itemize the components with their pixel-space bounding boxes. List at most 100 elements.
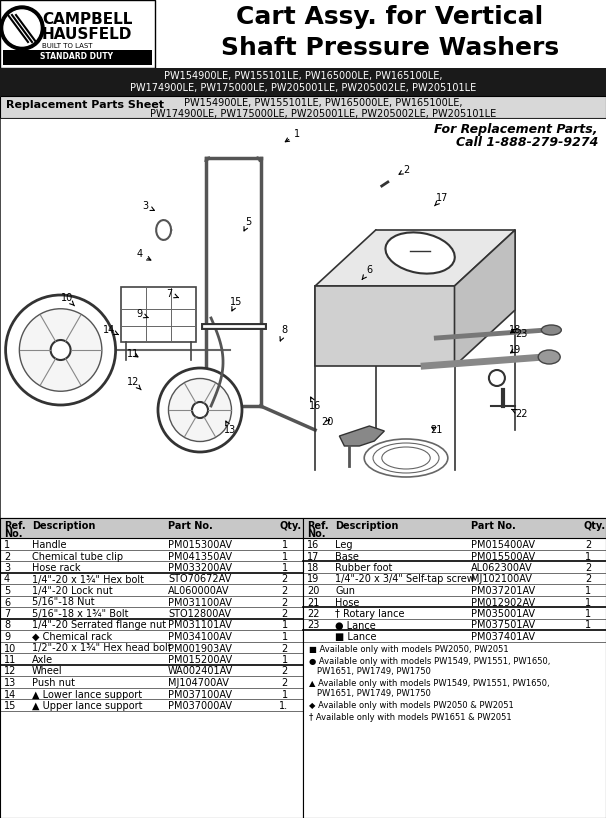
Text: 4: 4 [4,574,10,585]
Circle shape [19,308,102,391]
Text: 1: 1 [285,129,300,142]
Text: 12: 12 [4,667,16,676]
Text: STO70672AV: STO70672AV [168,574,231,585]
Text: 22: 22 [307,609,319,619]
Text: 11: 11 [4,655,16,665]
Polygon shape [339,426,384,446]
Text: Cart Assy. for Vertical: Cart Assy. for Vertical [236,5,544,29]
Text: 1: 1 [585,609,591,619]
Text: ■ Lance: ■ Lance [335,632,376,642]
Text: 1/4"-20 Serrated flange nut: 1/4"-20 Serrated flange nut [32,621,166,631]
Text: ▲ Lower lance support: ▲ Lower lance support [32,690,142,699]
Text: 18: 18 [509,325,521,335]
Text: 1.: 1. [279,701,288,711]
Bar [0,518,303,538]
Text: Leg: Leg [335,540,353,550]
Text: 16: 16 [309,397,321,411]
Text: 19: 19 [307,574,319,585]
Text: Rubber foot: Rubber foot [335,563,392,573]
Text: PW174900LE, PW175000LE, PW205001LE, PW205002LE, PW205101LE: PW174900LE, PW175000LE, PW205001LE, PW20… [130,83,476,93]
Text: PM015400AV: PM015400AV [471,540,535,550]
Circle shape [168,379,231,442]
Text: Description: Description [32,521,95,531]
Text: Chemical tube clip: Chemical tube clip [32,551,123,561]
Circle shape [0,6,44,50]
Circle shape [192,402,208,418]
Text: ◆ Available only with models PW2050 & PW2051: ◆ Available only with models PW2050 & PW… [309,702,514,711]
Text: No.: No. [4,529,22,539]
Text: ▲ Upper lance support: ▲ Upper lance support [32,701,142,711]
Text: Gun: Gun [335,586,355,596]
Bar [121,287,196,342]
Text: Call 1-888-279-9274: Call 1-888-279-9274 [456,136,598,149]
Text: 23: 23 [512,329,527,339]
Text: ▲ Available only with models PW1549, PW1551, PW1650,
   PW1651, PW1749, PW1750: ▲ Available only with models PW1549, PW1… [309,679,550,699]
Text: 2: 2 [282,609,288,619]
Circle shape [489,370,505,386]
Text: No.: No. [307,529,325,539]
Text: 1/4"-20 x 1¾" Hex bolt: 1/4"-20 x 1¾" Hex bolt [32,574,144,585]
Text: PM037100AV: PM037100AV [168,690,232,699]
Text: 1: 1 [282,690,288,699]
Text: 15: 15 [4,701,16,711]
Text: 9: 9 [4,632,10,642]
Text: 1: 1 [585,597,591,608]
Text: 12: 12 [127,377,141,390]
Text: Shaft Pressure Washers: Shaft Pressure Washers [221,36,559,60]
Text: For Replacement Parts,: For Replacement Parts, [435,123,598,136]
Text: MJ102100AV: MJ102100AV [471,574,532,585]
Text: 6: 6 [4,597,10,608]
Text: PM041350AV: PM041350AV [168,551,232,561]
Text: PM012902AV: PM012902AV [471,597,535,608]
Bar [0,0,155,68]
Text: 13: 13 [4,678,16,688]
Ellipse shape [385,232,454,273]
Text: Axle: Axle [32,655,53,665]
Text: 6: 6 [362,265,373,280]
Text: 1: 1 [585,586,591,596]
Text: ■ Available only with models PW2050, PW2051: ■ Available only with models PW2050, PW2… [309,645,508,654]
Text: PM037401AV: PM037401AV [471,632,535,642]
Text: PM015200AV: PM015200AV [168,655,232,665]
Text: PW154900LE, PW155101LE, PW165000LE, PW165100LE,: PW154900LE, PW155101LE, PW165000LE, PW16… [164,71,442,81]
Text: AL062300AV: AL062300AV [471,563,533,573]
Circle shape [5,295,116,405]
Text: MJ104700AV: MJ104700AV [168,678,229,688]
Text: 20: 20 [321,417,333,427]
Text: 1: 1 [282,655,288,665]
Text: 5: 5 [244,217,251,231]
Text: 18: 18 [307,563,319,573]
Text: Qty.: Qty. [583,521,605,531]
Text: 2: 2 [4,551,10,561]
Text: Part No.: Part No. [471,521,516,531]
Text: 19: 19 [509,345,521,355]
Text: PM033200AV: PM033200AV [168,563,232,573]
Text: 8: 8 [4,621,10,631]
Text: 2: 2 [282,667,288,676]
Text: 23: 23 [307,621,319,631]
Bar [0,518,303,818]
Text: 11: 11 [127,349,139,359]
Text: 21: 21 [307,597,319,608]
Text: ● Available only with models PW1549, PW1551, PW1650,
   PW1651, PW1749, PW1750: ● Available only with models PW1549, PW1… [309,657,550,676]
Text: Hose rack: Hose rack [32,563,81,573]
Text: 5/16"-18 Nut: 5/16"-18 Nut [32,597,95,608]
Text: 10: 10 [61,293,75,306]
Text: 15: 15 [230,297,242,311]
Text: † Available only with models PW1651 & PW2051: † Available only with models PW1651 & PW… [309,712,511,721]
Text: CAMPBELL: CAMPBELL [42,12,132,27]
Text: 1: 1 [282,540,288,550]
Text: 7: 7 [4,609,10,619]
Text: 8: 8 [280,325,288,341]
Bar [0,68,606,96]
Text: STO12800AV: STO12800AV [168,609,231,619]
Text: 1: 1 [4,540,10,550]
Text: 2: 2 [282,586,288,596]
Text: PM031100AV: PM031100AV [168,597,232,608]
Text: 2: 2 [585,563,591,573]
Text: 20: 20 [307,586,319,596]
Text: 5: 5 [4,586,10,596]
Text: † Rotary lance: † Rotary lance [335,609,404,619]
Circle shape [4,10,40,46]
Polygon shape [454,230,515,366]
